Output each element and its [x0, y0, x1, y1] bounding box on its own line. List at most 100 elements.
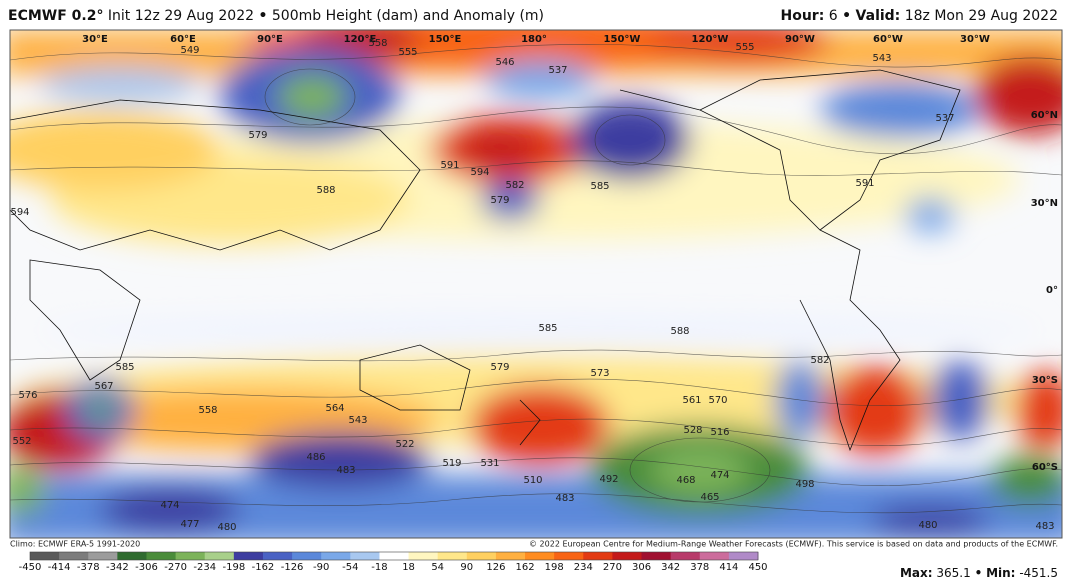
colorbar-bin	[233, 552, 264, 560]
colorbar-bin	[641, 552, 672, 560]
contour-label: 543	[872, 53, 891, 64]
coastlines	[10, 69, 961, 452]
contour-label: 522	[395, 439, 414, 450]
contour-label: 474	[160, 500, 179, 511]
contour-label: 573	[590, 368, 609, 379]
max-label: Max:	[900, 566, 933, 580]
separator: •	[258, 8, 267, 24]
colorbar-tick-label: 198	[545, 562, 564, 573]
hour: 6	[829, 8, 838, 24]
colorbar-bin	[466, 552, 497, 560]
latitude-label: 60°S	[1032, 462, 1058, 473]
longitude-label: 60°E	[170, 34, 196, 45]
contour-lines	[10, 44, 1062, 514]
map-labels: 30°E 60°E 90°E 120°E 150°E 180° 150°W 120°W 90°W…	[10, 34, 1058, 533]
longitude-label: 60°W	[873, 34, 903, 45]
contour-label: 555	[735, 42, 754, 53]
colorbar-bin	[728, 552, 759, 560]
colorbar-tick-label: -90	[313, 562, 329, 573]
min: -451.5	[1019, 566, 1058, 580]
contour-label: 591	[440, 160, 459, 171]
longitude-label: 120°W	[692, 34, 729, 45]
contour-label: 528	[683, 425, 702, 436]
contour-label: 465	[700, 492, 719, 503]
contour-label: 477	[180, 519, 199, 530]
colorbar-tick-label: -378	[77, 562, 100, 573]
colorbar-tick-label: -54	[342, 562, 358, 573]
contour-label: 558	[368, 38, 387, 49]
colorbar-bin	[204, 552, 235, 560]
colorbar: -450 -414 -378 -342 -306 -270 -234 -198 -162 -126…	[19, 551, 768, 573]
colorbar-tick-label: -414	[48, 562, 71, 573]
colorbar-tick-label: 450	[748, 562, 767, 573]
contour-label: 576	[18, 390, 37, 401]
map-frame	[9, 29, 1063, 539]
contour-label: 543	[348, 415, 367, 426]
colorbar-tick-label: -234	[193, 562, 216, 573]
latitude-label: 0°	[1046, 285, 1058, 296]
copyright: © 2022 European Centre for Medium-Range …	[529, 540, 1058, 549]
climo: Climo: ECMWF ERA-5 1991-2020	[10, 540, 140, 549]
contour-label: 531	[480, 458, 499, 469]
contour-label: 585	[538, 323, 557, 334]
colorbar-bin	[670, 552, 701, 560]
contour-label: 570	[708, 395, 727, 406]
colorbar-bin	[321, 552, 351, 560]
colorbar-tick-label: -450	[19, 562, 42, 573]
colorbar-bin	[437, 552, 468, 560]
contour-label: 486	[306, 452, 325, 463]
contour-label: 468	[676, 475, 695, 486]
contour-label: 516	[710, 427, 729, 438]
contour-label: 483	[336, 465, 355, 476]
colorbar-bin	[525, 552, 555, 560]
max: 365.1	[936, 566, 970, 580]
model: ECMWF 0.2°	[8, 8, 103, 24]
colorbar-bin	[350, 552, 380, 560]
contour-label: 480	[918, 520, 937, 531]
latitude-label: 30°S	[1032, 375, 1058, 386]
contour-label: 483	[555, 493, 574, 504]
contour-label: 549	[180, 45, 199, 56]
colorbar-bin	[495, 552, 526, 560]
contour-label: 474	[710, 470, 729, 481]
colorbar-tick-label: 90	[460, 562, 473, 573]
contour-label: 588	[316, 185, 335, 196]
latitude-label: 60°N	[1031, 110, 1058, 121]
colorbar-bin	[30, 552, 60, 560]
colorbar-tick-label: -198	[222, 562, 245, 573]
valid-label: Valid:	[856, 8, 901, 24]
colorbar-bin	[699, 552, 730, 560]
contour-label: 510	[523, 475, 542, 486]
colorbar-tick-label: 162	[515, 562, 534, 573]
longitude-label: 120°E	[344, 34, 377, 45]
contour-label: 498	[795, 479, 814, 490]
contour-label: 546	[495, 57, 514, 68]
header-left: ECMWF 0.2° Init 12z 29 Aug 2022 • 500mb …	[8, 8, 544, 24]
colorbar-tick-label: 342	[661, 562, 680, 573]
colorbar-bin	[59, 552, 89, 560]
colorbar-tick-label: 126	[486, 562, 505, 573]
colorbar-tick-label: 306	[632, 562, 651, 573]
colorbar-bin	[262, 552, 293, 560]
colorbar-tick-label: -342	[106, 562, 129, 573]
separator: •	[842, 8, 851, 24]
longitude-label: 90°W	[785, 34, 815, 45]
longitude-label: 150°W	[604, 34, 641, 45]
contour-label: 594	[470, 167, 489, 178]
colorbar-bin	[583, 552, 613, 560]
separator: •	[975, 566, 983, 580]
contour-label: 558	[198, 405, 217, 416]
colorbar-tick-label: 18	[402, 562, 415, 573]
contour-label: 579	[248, 130, 267, 141]
contour-label: 480	[217, 522, 236, 533]
contour-label: 579	[490, 195, 509, 206]
colorbar-bin	[554, 552, 584, 560]
contour-label: 552	[12, 436, 31, 447]
contour-label: 588	[670, 326, 689, 337]
colorbar-tick-label: 270	[603, 562, 622, 573]
contour-label: 492	[599, 474, 618, 485]
colorbar-tick-label: 234	[574, 562, 593, 573]
longitude-label: 150°E	[429, 34, 462, 45]
colorbar-tick-label: -162	[252, 562, 275, 573]
colorbar-tick-label: -18	[371, 562, 387, 573]
